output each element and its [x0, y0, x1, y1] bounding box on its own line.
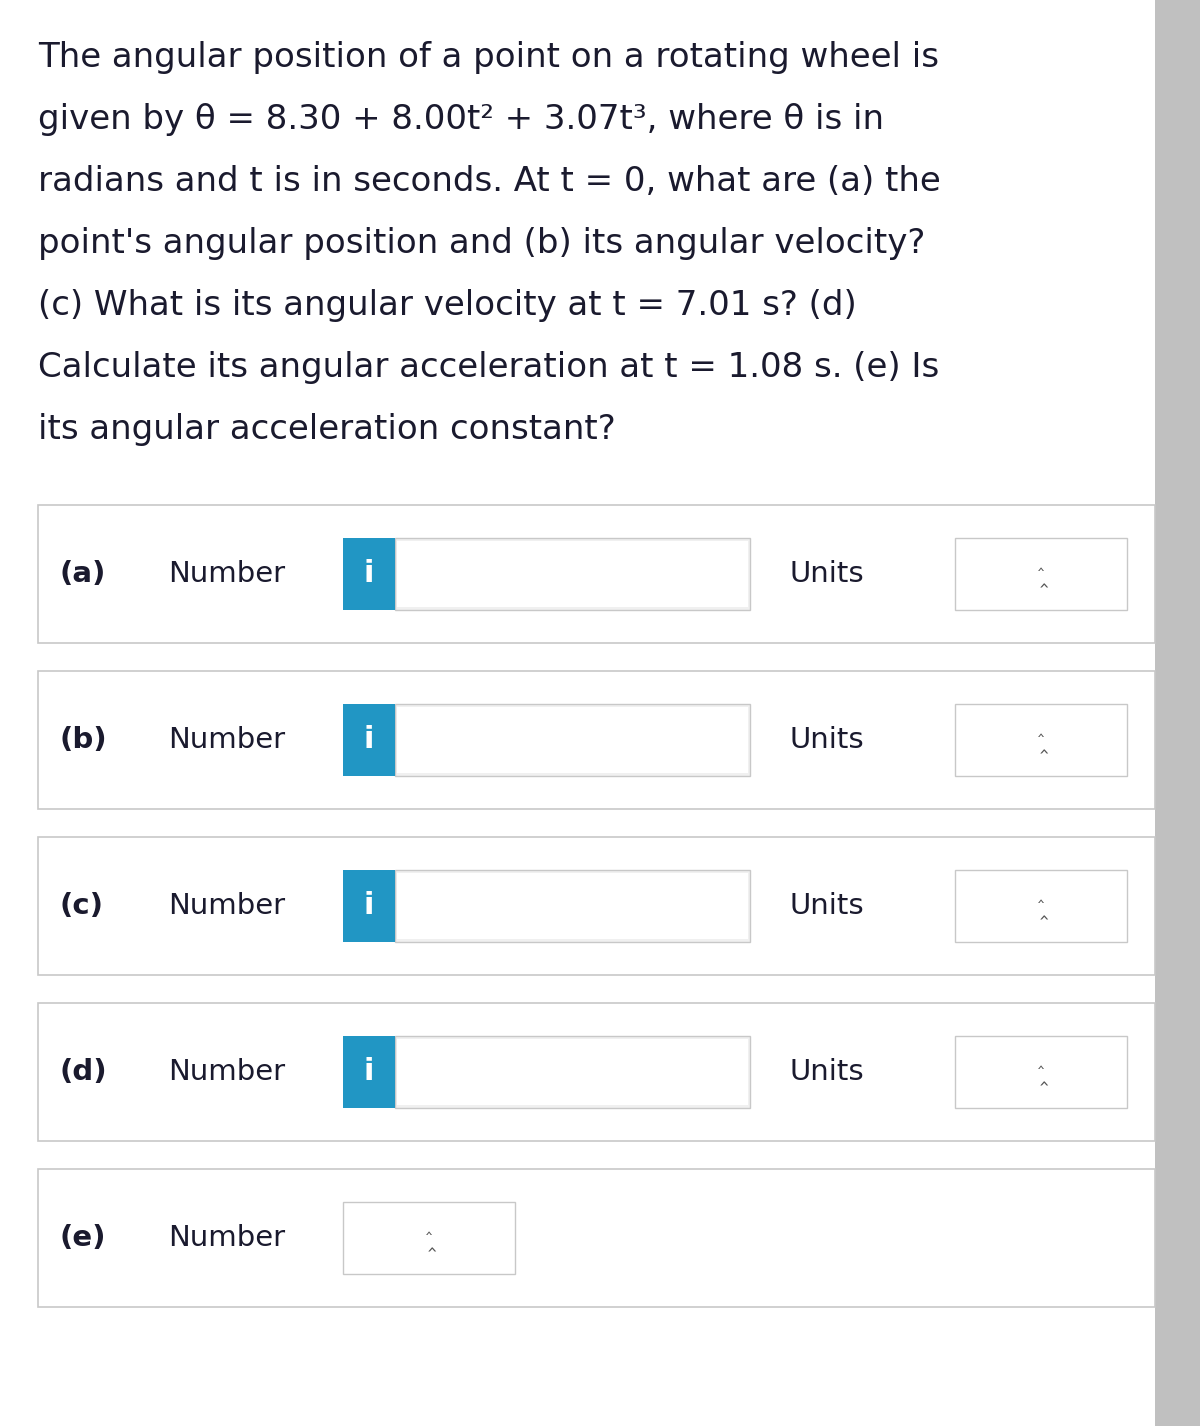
Text: ‸: ‸: [1038, 1051, 1044, 1070]
Text: (c) What is its angular velocity at t = 7.01 s? (d): (c) What is its angular velocity at t = …: [38, 289, 857, 322]
Bar: [38, 1002, 1154, 1141]
Text: Calculate its angular acceleration at t = 1.08 s. (e) Is: Calculate its angular acceleration at t …: [38, 351, 940, 384]
Text: ‹: ‹: [420, 1246, 438, 1253]
Text: i: i: [364, 726, 374, 754]
Text: radians and t is in seconds. At t = 0, what are (a) the: radians and t is in seconds. At t = 0, w…: [38, 165, 941, 198]
Bar: [955, 1037, 1127, 1108]
Text: i: i: [364, 1058, 374, 1087]
Bar: [38, 672, 1154, 809]
Text: (e): (e): [60, 1224, 107, 1252]
Bar: [955, 704, 1127, 776]
Bar: [38, 505, 1154, 643]
Bar: [397, 707, 748, 773]
Text: (a): (a): [60, 560, 107, 588]
Text: The angular position of a point on a rotating wheel is: The angular position of a point on a rot…: [38, 41, 940, 74]
Bar: [343, 870, 395, 943]
Text: Units: Units: [790, 560, 865, 588]
Text: given by θ = 8.30 + 8.00t² + 3.07t³, where θ is in: given by θ = 8.30 + 8.00t² + 3.07t³, whe…: [38, 103, 884, 135]
Text: point's angular position and (b) its angular velocity?: point's angular position and (b) its ang…: [38, 227, 925, 260]
Bar: [395, 704, 750, 776]
Text: ‸: ‸: [426, 1216, 432, 1235]
Text: Number: Number: [168, 1058, 286, 1087]
Bar: [395, 1037, 750, 1108]
Bar: [397, 873, 748, 938]
Text: (b): (b): [60, 726, 108, 754]
Text: Number: Number: [168, 726, 286, 754]
Text: ‸: ‸: [1038, 719, 1044, 737]
Text: Number: Number: [168, 1224, 286, 1252]
Bar: [343, 1037, 395, 1108]
Text: i: i: [364, 891, 374, 921]
Text: ‹: ‹: [1032, 749, 1050, 756]
Bar: [343, 538, 395, 610]
Text: ‹: ‹: [1032, 582, 1050, 589]
Text: (c): (c): [60, 893, 104, 920]
Text: i: i: [364, 559, 374, 589]
Text: ‸: ‸: [1038, 553, 1044, 570]
Bar: [343, 704, 395, 776]
Text: ‹: ‹: [1032, 1081, 1050, 1088]
Bar: [395, 538, 750, 610]
Bar: [395, 870, 750, 943]
Text: (d): (d): [60, 1058, 108, 1087]
Bar: [38, 1169, 1154, 1308]
Text: ‹: ‹: [1032, 914, 1050, 921]
Text: its angular acceleration constant?: its angular acceleration constant?: [38, 414, 616, 446]
Text: Number: Number: [168, 893, 286, 920]
Bar: [397, 540, 748, 607]
Bar: [38, 837, 1154, 975]
Bar: [343, 1202, 515, 1273]
Bar: [955, 870, 1127, 943]
Bar: [397, 1040, 748, 1105]
Text: Number: Number: [168, 560, 286, 588]
Bar: [1154, 0, 1200, 1426]
Text: Units: Units: [790, 893, 865, 920]
Text: Units: Units: [790, 726, 865, 754]
Text: ‸: ‸: [1038, 886, 1044, 903]
Bar: [955, 538, 1127, 610]
Text: Units: Units: [790, 1058, 865, 1087]
